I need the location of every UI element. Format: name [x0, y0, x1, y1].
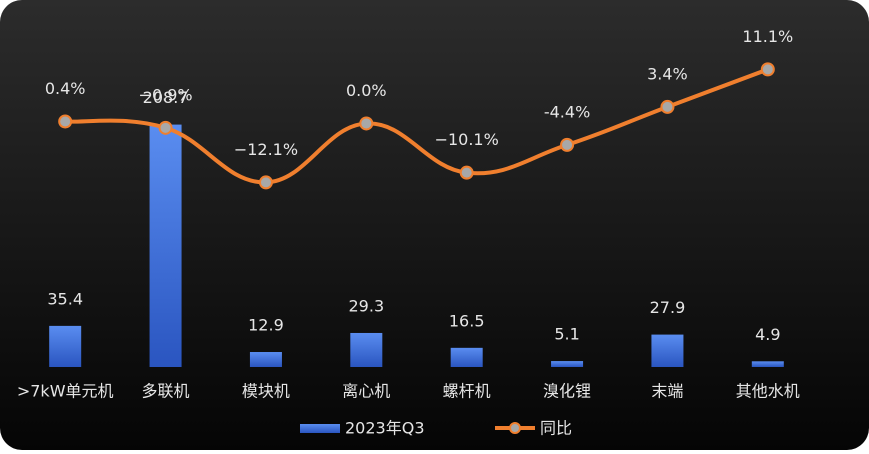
- line-point: [660, 99, 675, 114]
- x-tick-label: 离心机: [342, 382, 390, 401]
- line-value-label: 11.1%: [742, 27, 793, 46]
- line-value-label: −10.1%: [435, 130, 499, 149]
- x-tick-label: 模块机: [242, 382, 290, 401]
- bar-value-label: 12.9: [248, 316, 284, 335]
- bar-value-label: 16.5: [449, 311, 485, 330]
- bar-value-label: 4.9: [755, 325, 780, 344]
- x-tick-label: >7kW单元机: [17, 382, 114, 401]
- legend-label: 同比: [540, 419, 572, 438]
- line-value-label: 0.0%: [346, 81, 387, 100]
- bar: [450, 347, 483, 367]
- line-point: [459, 165, 474, 180]
- plot: >7kW单元机 多联机 模块机 离心机 螺杆机 溴化锂 末端 其他水机 35.4 208.7 12.…: [17, 27, 800, 438]
- x-tick-label: 螺杆机: [443, 382, 491, 401]
- legend-swatch-point: [509, 422, 521, 434]
- bar: [249, 352, 282, 367]
- line-value-label: 0.4%: [45, 79, 86, 98]
- line-point: [158, 120, 173, 135]
- line-point: [58, 114, 73, 129]
- line-point: [359, 116, 374, 131]
- line-value-label: 3.4%: [647, 64, 688, 83]
- bar-value-label: 208.7: [143, 88, 189, 107]
- bar: [651, 334, 684, 367]
- line-point: [258, 175, 273, 190]
- legend-swatch: [300, 424, 340, 433]
- bar: [751, 361, 784, 367]
- line-value-label: -4.4%: [544, 102, 590, 121]
- x-tick-label: 其他水机: [736, 382, 800, 401]
- bar-value-label: 5.1: [554, 325, 579, 344]
- bar: [551, 361, 584, 367]
- line-point: [560, 137, 575, 152]
- legend-label: 2023年Q3: [345, 419, 425, 438]
- x-tick-label: 多联机: [142, 382, 190, 401]
- bar: [149, 124, 182, 368]
- x-tick-label: 溴化锂: [543, 382, 591, 401]
- x-tick-label: 末端: [651, 382, 683, 401]
- line-value-label: −12.1%: [234, 140, 298, 159]
- line-point: [760, 62, 775, 77]
- bar: [350, 332, 383, 367]
- line: [65, 67, 769, 185]
- bar-value-label: 29.3: [349, 296, 385, 315]
- bar-value-label: 27.9: [650, 298, 686, 317]
- bar: [49, 325, 82, 367]
- bar-value-label: 35.4: [47, 289, 83, 308]
- line-value-label: −0.9%: [139, 85, 193, 104]
